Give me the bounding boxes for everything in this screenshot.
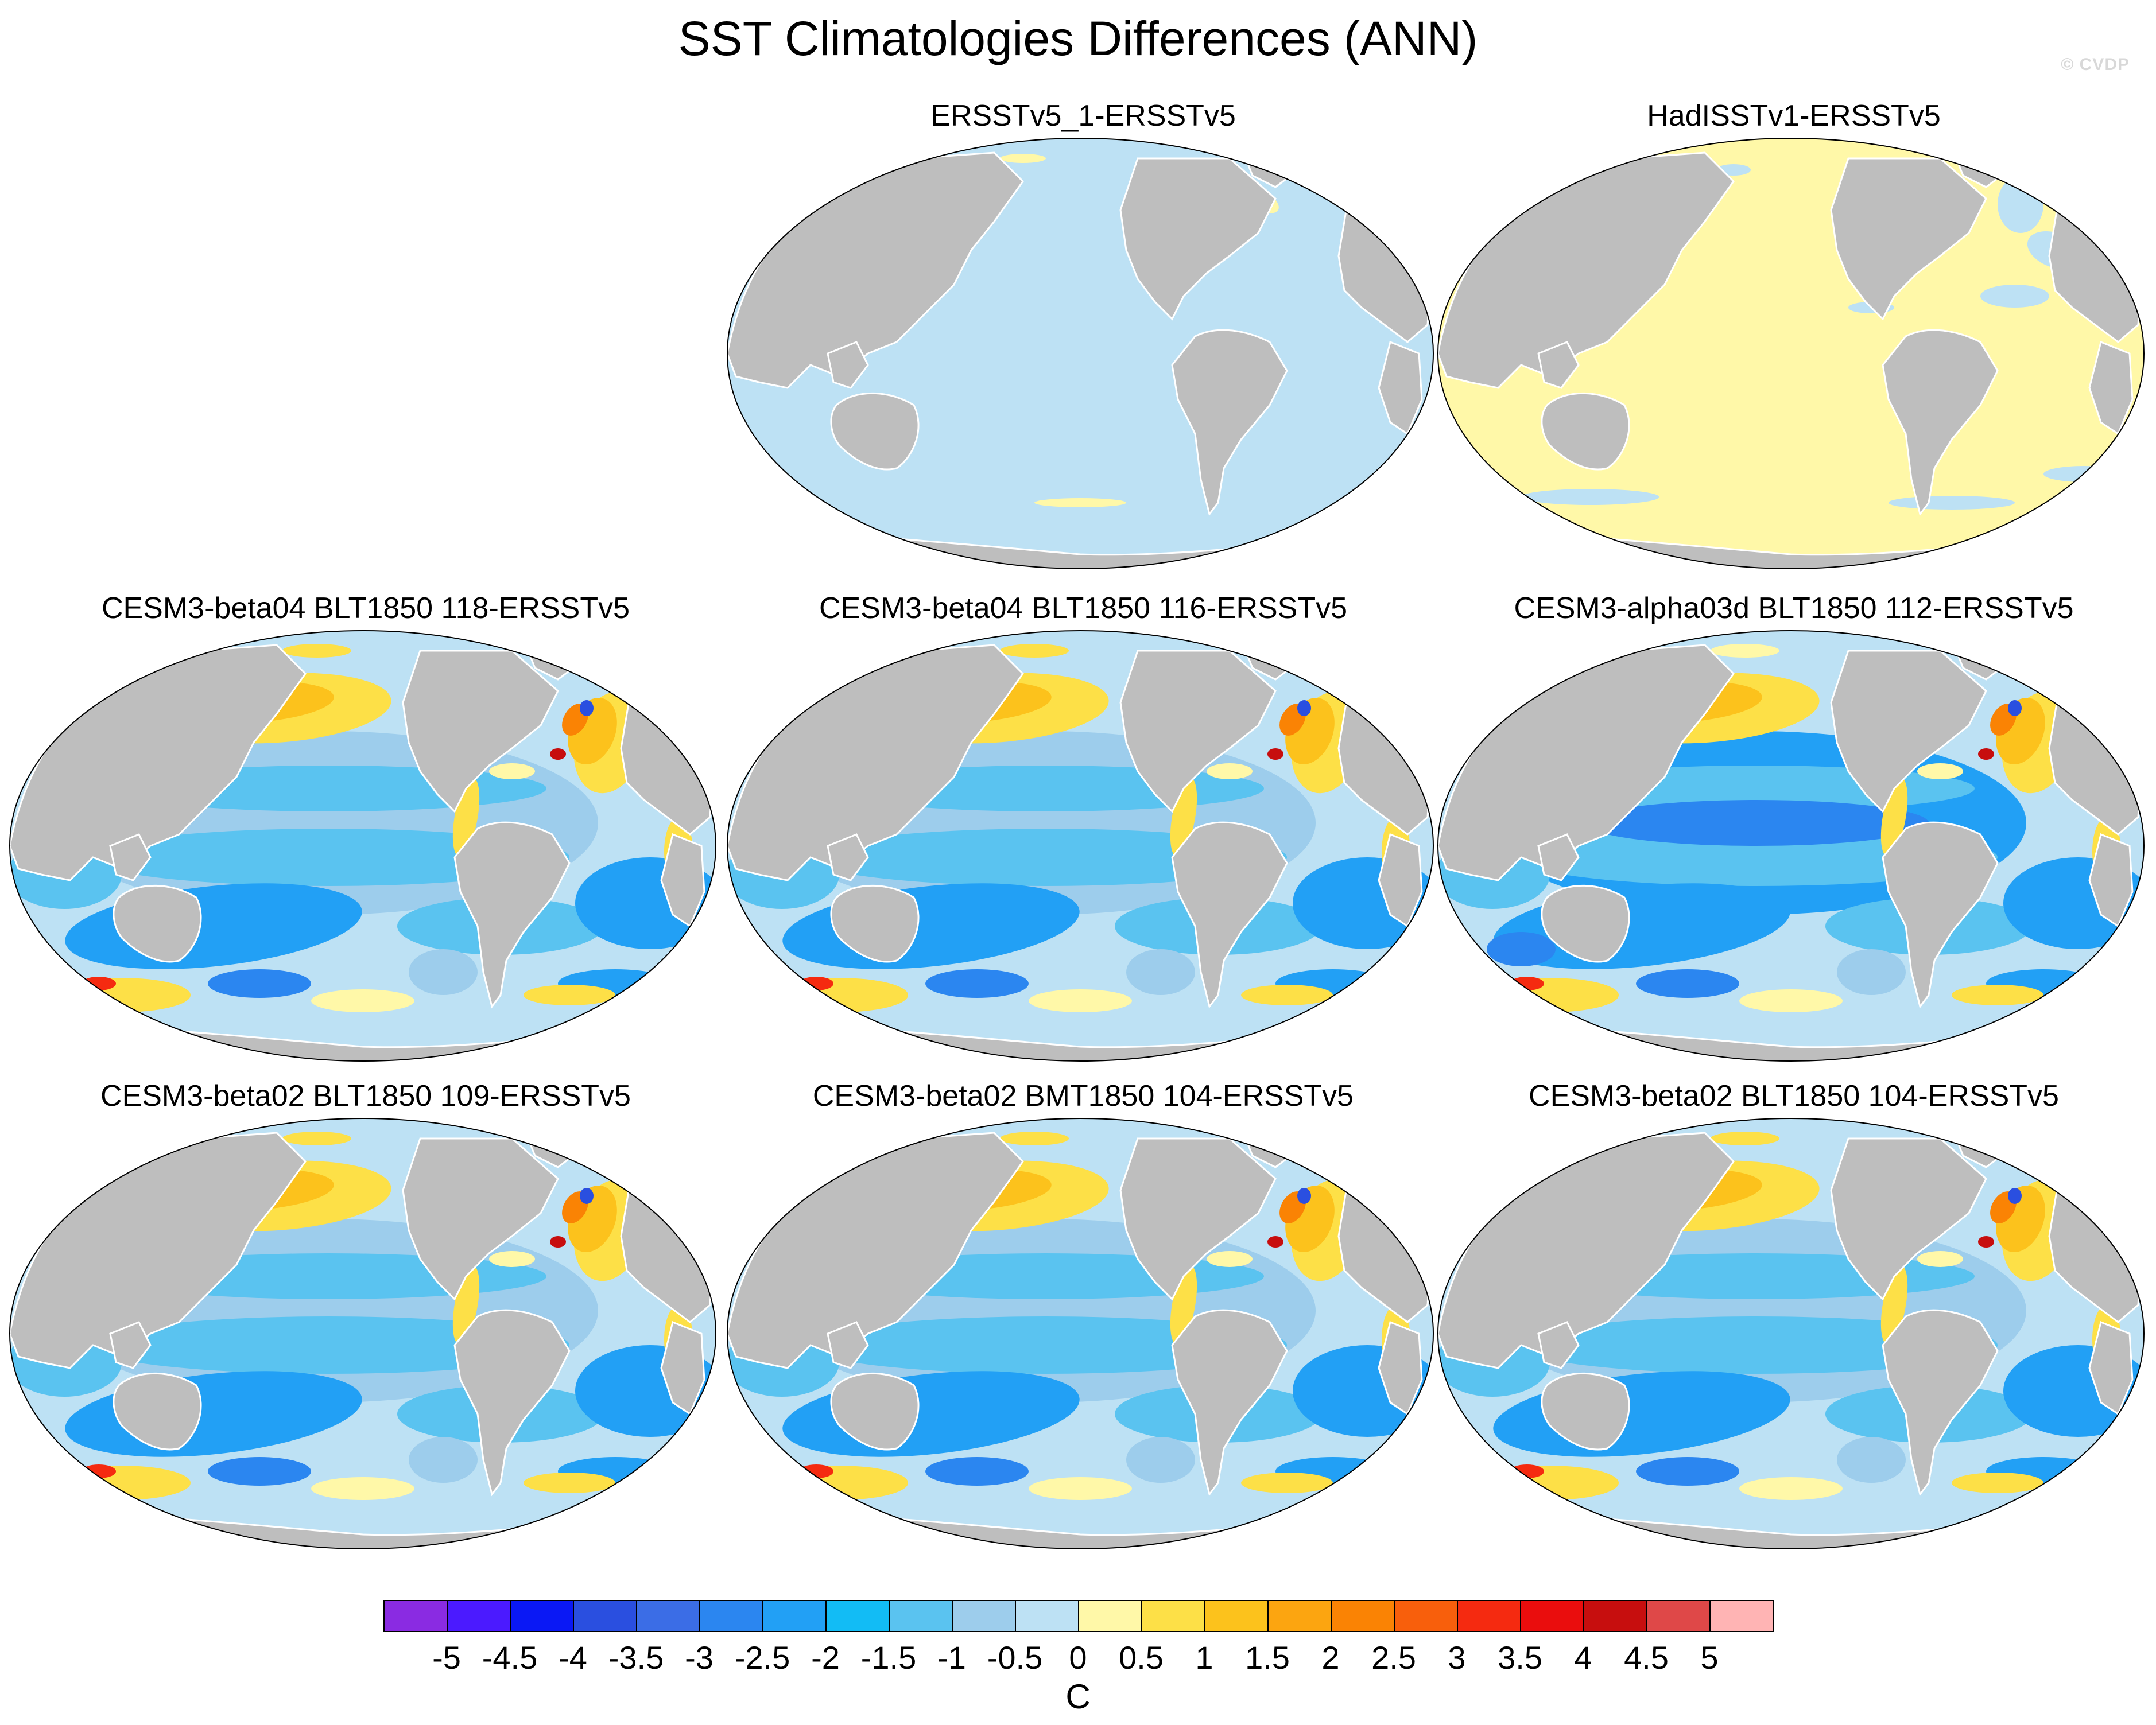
robinson-map	[727, 630, 1434, 1062]
map-panel-ersst-1: ERSSTv5_1-ERSSTv5	[724, 99, 1442, 569]
colorbar-swatch	[889, 1600, 953, 1632]
colorbar-swatch	[1015, 1600, 1079, 1632]
colorbar-tick-label: 2.5	[1371, 1639, 1416, 1676]
robinson-map	[9, 630, 716, 1062]
panel-title: CESM3-alpha03d BLT1850 112-ERSSTv5	[1514, 592, 2074, 625]
map-panel-beta02-bmt104: CESM3-beta02 BMT1850 104-ERSSTv5	[724, 1079, 1442, 1549]
panel-title: CESM3-beta02 BMT1850 104-ERSSTv5	[812, 1079, 1354, 1113]
colorbar-tick-label: -1	[937, 1639, 966, 1676]
colorbar-swatch	[510, 1600, 574, 1632]
map-panel-beta02-blt104: CESM3-beta02 BLT1850 104-ERSSTv5	[1435, 1079, 2153, 1549]
colorbar-swatch	[1078, 1600, 1142, 1632]
colorbar-tick-label: 4	[1574, 1639, 1592, 1676]
panel-title: CESM3-beta04 BLT1850 116-ERSSTv5	[819, 592, 1348, 625]
colorbar-swatch	[636, 1600, 700, 1632]
colorbar-tick-label: -3.5	[608, 1639, 664, 1676]
robinson-map	[727, 1118, 1434, 1549]
panel-title: CESM3-beta02 BLT1850 109-ERSSTv5	[100, 1079, 631, 1113]
colorbar-units: C	[1065, 1677, 1091, 1716]
colorbar-tick-label: 0	[1069, 1639, 1087, 1676]
colorbar-tick-label: 3	[1448, 1639, 1466, 1676]
colorbar-tick-label: -3	[685, 1639, 714, 1676]
figure-title: SST Climatologies Differences (ANN)	[678, 11, 1478, 65]
colorbar-tick-label: 5	[1700, 1639, 1719, 1676]
colorbar-swatch	[1141, 1600, 1205, 1632]
panel-title: CESM3-beta04 BLT1850 118-ERSSTv5	[101, 592, 630, 625]
map-panel-hadisst: HadISSTv1-ERSSTv5	[1435, 99, 2153, 569]
colorbar-tick-label: -0.5	[987, 1639, 1043, 1676]
colorbar-tick-label: 4.5	[1624, 1639, 1669, 1676]
colorbar-swatch	[1583, 1600, 1647, 1632]
colorbar-tick-label: -2	[811, 1639, 840, 1676]
colorbar-swatch	[1204, 1600, 1269, 1632]
robinson-map	[727, 138, 1434, 569]
panel-title: CESM3-beta02 BLT1850 104-ERSSTv5	[1529, 1079, 2059, 1113]
robinson-map	[1437, 138, 2145, 569]
map-panel-alpha03d-112: CESM3-alpha03d BLT1850 112-ERSSTv5	[1435, 591, 2153, 1062]
colorbar-swatch	[383, 1600, 448, 1632]
colorbar	[383, 1600, 1774, 1634]
colorbar-swatch	[762, 1600, 827, 1632]
colorbar-swatch	[1646, 1600, 1711, 1632]
colorbar-swatch	[825, 1600, 890, 1632]
colorbar-swatch	[1520, 1600, 1584, 1632]
colorbar-tick-label: 2	[1321, 1639, 1340, 1676]
colorbar-tick-label: -1.5	[860, 1639, 917, 1676]
colorbar-tick-label: -5	[432, 1639, 461, 1676]
map-panel-beta04-118: CESM3-beta04 BLT1850 118-ERSSTv5	[7, 591, 724, 1062]
colorbar-tick-label: 1.5	[1245, 1639, 1290, 1676]
colorbar-swatch	[1394, 1600, 1458, 1632]
colorbar-tick-label: 0.5	[1119, 1639, 1164, 1676]
colorbar-tick-label: -2.5	[734, 1639, 790, 1676]
robinson-map	[1437, 630, 2145, 1062]
colorbar-tick-label: -4	[559, 1639, 587, 1676]
colorbar-swatch	[1457, 1600, 1521, 1632]
map-panel-beta04-116: CESM3-beta04 BLT1850 116-ERSSTv5	[724, 591, 1442, 1062]
robinson-map	[1437, 1118, 2145, 1549]
colorbar-swatch	[573, 1600, 637, 1632]
map-panel-beta02-blt109: CESM3-beta02 BLT1850 109-ERSSTv5	[7, 1079, 724, 1549]
panel-title: HadISSTv1-ERSSTv5	[1647, 99, 1941, 133]
colorbar-swatch	[699, 1600, 763, 1632]
colorbar-swatch	[1709, 1600, 1774, 1632]
colorbar-swatch	[1267, 1600, 1332, 1632]
colorbar-swatch	[952, 1600, 1016, 1632]
cvdp-credit: © CVDP	[2061, 55, 2130, 74]
colorbar-labels: -5 -4.5 -4 -3.5 -3 -2.5 -2 -1.5 -1 -0.5 0 0.5 1 1.5 2 2…	[0, 1638, 2156, 1678]
colorbar-tick-label: -4.5	[482, 1639, 538, 1676]
colorbar-tick-label: 1	[1195, 1639, 1213, 1676]
colorbar-tick-label: 3.5	[1498, 1639, 1542, 1676]
panel-title: ERSSTv5_1-ERSSTv5	[930, 99, 1236, 133]
colorbar-swatch	[447, 1600, 511, 1632]
colorbar-swatch	[1331, 1600, 1395, 1632]
robinson-map	[9, 1118, 716, 1549]
